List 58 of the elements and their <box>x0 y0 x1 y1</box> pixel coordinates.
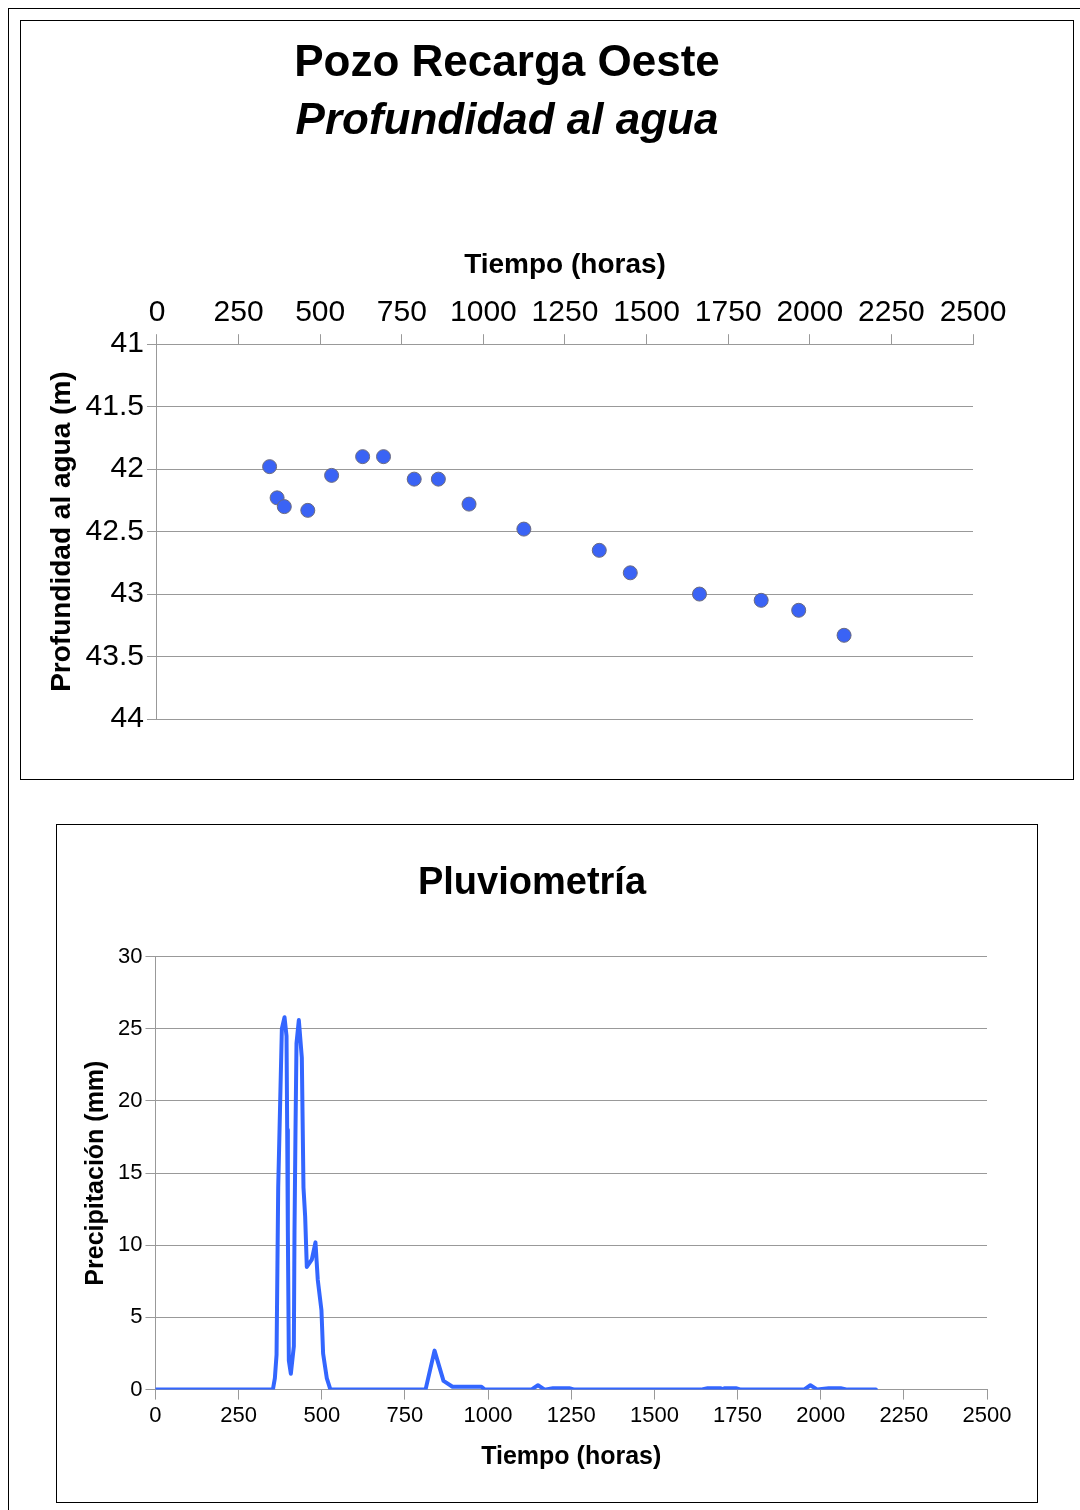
x-tick-label: 1500 <box>613 294 680 328</box>
x-tick-label: 1000 <box>463 1401 513 1427</box>
point <box>276 499 292 515</box>
x-tick-label: 500 <box>303 1401 341 1427</box>
point <box>355 449 371 465</box>
y-tick-label: 30 <box>117 942 143 968</box>
y-tick-label: 20 <box>117 1087 143 1112</box>
y-axis-title: Profundidad al agua (m) <box>44 371 76 692</box>
x-tick-label: 250 <box>220 1401 257 1427</box>
y-tick-label: 15 <box>117 1159 143 1185</box>
y-tick-label: 43 <box>110 575 144 609</box>
point <box>791 602 807 618</box>
y-tick-label: 43.5 <box>85 637 144 671</box>
point <box>753 592 769 608</box>
x-tick-label: 0 <box>149 1401 162 1427</box>
x-tick-label: 1750 <box>713 1401 763 1427</box>
y-tick-label: 42 <box>110 450 144 484</box>
x-tick-label: 2500 <box>962 1401 1012 1427</box>
point <box>324 467 340 483</box>
point <box>376 449 392 465</box>
point <box>406 471 422 487</box>
point <box>461 496 477 512</box>
point <box>516 521 532 537</box>
chart-title: Pozo Recarga Oeste <box>294 35 720 85</box>
x-tick-label: 750 <box>386 1401 424 1427</box>
x-tick-label: 250 <box>213 294 264 328</box>
chart-title: Pluviometría <box>417 860 647 903</box>
y-axis-title: Precipitación (mm) <box>79 1060 108 1286</box>
point <box>262 459 278 475</box>
x-tick-label: 2250 <box>879 1401 929 1427</box>
y-tick-label: 42.5 <box>85 512 144 546</box>
x-tick-label: 750 <box>376 294 427 328</box>
x-tick-label: 1250 <box>546 1401 596 1427</box>
x-tick-label: 2000 <box>796 1401 846 1427</box>
y-tick-label: 41 <box>110 325 144 359</box>
x-tick-label: 2500 <box>939 294 1007 328</box>
x-axis-title: Tiempo (horas) <box>481 1440 662 1469</box>
point <box>622 565 638 581</box>
x-tick-label: 1500 <box>629 1401 679 1427</box>
point <box>836 627 852 643</box>
y-tick-label: 0 <box>130 1375 143 1401</box>
x-tick-label: 1250 <box>531 294 599 328</box>
y-tick-label: 5 <box>130 1303 143 1329</box>
x-tick-label: 1750 <box>694 294 762 328</box>
x-axis-title: Tiempo (horas) <box>464 248 666 280</box>
point <box>591 542 607 558</box>
chart-subtitle: Profundidad al agua <box>295 94 719 144</box>
y-tick-label: 25 <box>117 1014 143 1040</box>
y-tick-label: 44 <box>110 700 144 734</box>
x-tick-label: 2000 <box>776 294 844 328</box>
point <box>691 586 707 602</box>
x-tick-label: 2250 <box>858 294 925 328</box>
x-tick-label: 500 <box>295 294 346 328</box>
y-tick-label: 10 <box>117 1231 143 1257</box>
point <box>300 502 316 518</box>
y-tick-label: 41.5 <box>85 387 144 421</box>
point <box>430 471 446 487</box>
x-tick-label: 1000 <box>450 294 517 328</box>
